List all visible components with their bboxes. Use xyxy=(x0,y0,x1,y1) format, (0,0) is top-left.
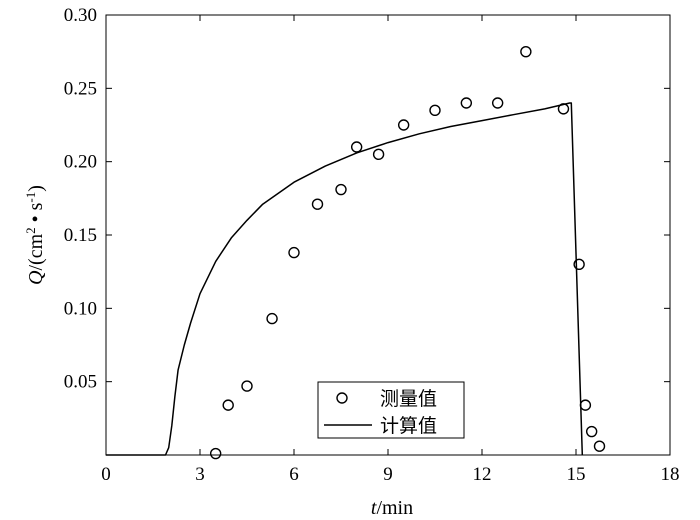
measured-point xyxy=(209,447,222,460)
y-axis-title-unit-end: ) xyxy=(25,185,47,192)
y-tick-label: 0.25 xyxy=(64,78,97,99)
x-tick-label: 12 xyxy=(473,464,492,485)
x-tick-label: 3 xyxy=(195,464,205,485)
x-tick-label: 18 xyxy=(661,464,680,485)
y-tick-label: 0.20 xyxy=(64,152,97,173)
y-tick-label: 0.30 xyxy=(64,5,97,26)
measured-point xyxy=(491,97,504,109)
calculated-line-path xyxy=(106,102,584,456)
x-tick-label: 6 xyxy=(289,464,299,485)
y-axis-title-unit-mid: • s xyxy=(25,202,47,227)
measured-point xyxy=(241,380,253,392)
legend-label-calculated: 计算值 xyxy=(380,415,437,437)
series-measured-points xyxy=(209,45,606,460)
measured-point xyxy=(593,440,606,452)
series-calculated-line xyxy=(106,102,584,456)
x-tick-label: 9 xyxy=(383,464,393,485)
measured-point xyxy=(288,246,300,259)
y-axis-title: Q/(cm2 • s-1) xyxy=(23,185,48,285)
measured-point xyxy=(579,399,592,411)
measured-point xyxy=(222,399,234,411)
y-axis-title-sup2: -1 xyxy=(23,192,38,203)
measured-point xyxy=(429,104,441,117)
x-axis-title-var: t xyxy=(371,497,377,519)
x-axis-title-unit: /min xyxy=(376,497,413,519)
y-axis-title-unit-start: /(cm xyxy=(25,233,47,270)
measured-point xyxy=(335,183,347,196)
measured-point xyxy=(350,141,363,153)
y-tick-label: 0.10 xyxy=(64,298,97,319)
y-tick-label: 0.05 xyxy=(64,372,97,393)
axis-ticks xyxy=(105,14,671,455)
measured-point xyxy=(557,103,570,115)
y-axis-title-var: Q xyxy=(25,270,47,285)
legend: 测量值 计算值 xyxy=(317,381,465,439)
measured-point xyxy=(460,97,473,109)
measured-point xyxy=(520,45,532,58)
axis-tick-labels: 0 3 6 9 12 15 18 0.05 0.10 0.15 0.20 0.25 0.30 xyxy=(64,5,680,485)
legend-label-measured: 测量值 xyxy=(380,388,437,410)
measured-point xyxy=(266,312,278,325)
measured-point xyxy=(573,258,585,271)
measured-point xyxy=(311,198,324,210)
legend-box xyxy=(317,381,465,439)
x-axis-title: t/min xyxy=(371,497,413,519)
y-axis-title-sup1: 2 xyxy=(23,227,38,234)
y-tick-label: 0.15 xyxy=(64,225,97,246)
measured-point xyxy=(372,148,385,161)
x-tick-label: 0 xyxy=(101,464,111,485)
x-tick-label: 15 xyxy=(567,464,586,485)
legend-marker-measured xyxy=(336,392,348,404)
measured-point xyxy=(397,119,410,131)
measured-point xyxy=(585,425,598,438)
